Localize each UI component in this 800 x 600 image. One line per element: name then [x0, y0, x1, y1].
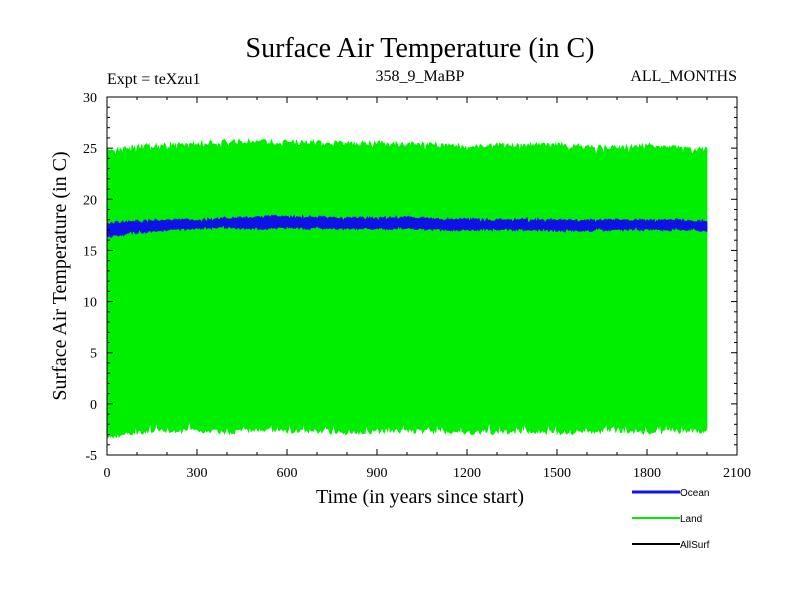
- expt-label: Expt = teXzu1: [107, 71, 200, 88]
- y-axis-label: Surface Air Temperature (in C): [49, 151, 71, 400]
- y-tick-label: 20: [83, 193, 97, 208]
- x-tick-label: 2100: [723, 466, 751, 481]
- ticks-layer: 0 300 600 900 1200 1500 1800 2100 -5 0 5 10 15 20 25 30: [83, 91, 751, 481]
- x-tick-label: 0: [104, 466, 111, 481]
- legend-label-ocean: Ocean: [680, 488, 709, 499]
- x-tick-label: 1200: [453, 466, 481, 481]
- legend: Ocean Land AllSurf: [632, 488, 710, 551]
- y-tick-label: -5: [85, 449, 97, 464]
- series-ocean-band: [106, 213, 708, 238]
- y-tick-label: 10: [83, 296, 97, 311]
- chart-title: Surface Air Temperature (in C): [246, 33, 595, 64]
- x-tick-label: 1800: [633, 466, 661, 481]
- y-tick-label: 25: [83, 142, 97, 157]
- x-axis-label: Time (in years since start): [316, 486, 524, 508]
- legend-label-allsurf: AllSurf: [680, 540, 710, 551]
- data-layer: [106, 137, 708, 439]
- y-tick-label: 30: [83, 91, 97, 106]
- plot-frame: [106, 96, 738, 456]
- months-label: ALL_MONTHS: [630, 68, 737, 85]
- y-tick-label: 0: [90, 398, 97, 413]
- x-tick-label: 900: [367, 466, 388, 481]
- legend-label-land: Land: [680, 514, 702, 525]
- series-land-band: [106, 137, 708, 439]
- y-tick-label: 5: [90, 347, 97, 362]
- x-tick-label: 600: [277, 466, 298, 481]
- period-label: 358_9_MaBP: [376, 68, 465, 85]
- x-tick-label: 300: [187, 466, 208, 481]
- x-tick-label: 1500: [543, 466, 571, 481]
- y-tick-label: 15: [83, 244, 97, 259]
